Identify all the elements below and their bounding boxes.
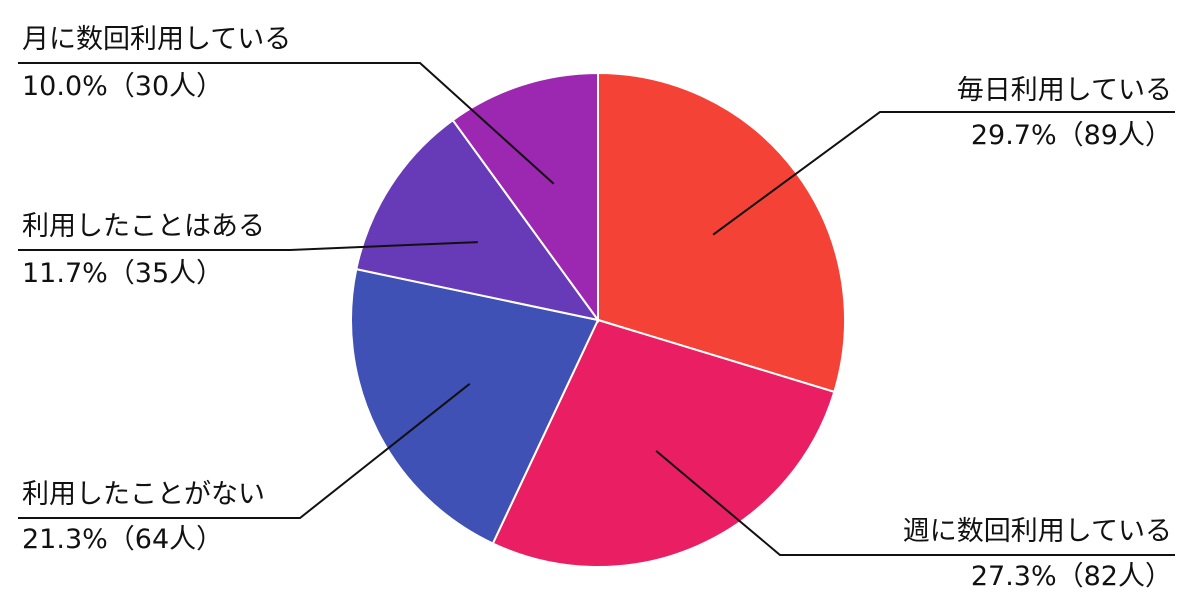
slice-label-daily: 毎日利用している [957,75,1172,106]
slice-used-before [355,118,601,322]
slice-label-weekly: 週に数回利用している [903,516,1172,547]
leader-weekly [655,450,1175,556]
label-group-used-before: 利用したことはある 11.7%（35人） [22,211,265,289]
slice-label-monthly: 月に数回利用している [22,24,291,55]
label-group-weekly: 週に数回利用している 27.3%（82人） [903,516,1172,592]
slice-value-used-before: 11.7%（35人） [22,258,223,289]
leader-lines [18,62,1175,556]
slice-value-never: 21.3%（64人） [22,524,223,555]
slice-monthly [451,71,599,324]
slice-label-never: 利用したことがない [22,479,265,510]
slice-never [349,267,600,545]
leader-daily [712,111,1175,236]
slice-value-monthly: 10.0%（30人） [22,71,223,102]
slice-value-daily: 29.7%（89人） [971,120,1172,151]
leader-used-before [18,241,478,251]
pie-slices [349,71,846,568]
label-group-never: 利用したことがない 21.3%（64人） [22,479,265,555]
leader-monthly [18,62,555,185]
label-group-monthly: 月に数回利用している 10.0%（30人） [22,24,291,102]
slice-label-used-before: 利用したことはある [22,211,265,242]
slice-value-weekly: 27.3%（82人） [971,561,1172,592]
slice-weekly [491,318,836,568]
leader-never [18,383,471,519]
label-group-daily: 毎日利用している 29.7%（89人） [957,75,1172,151]
